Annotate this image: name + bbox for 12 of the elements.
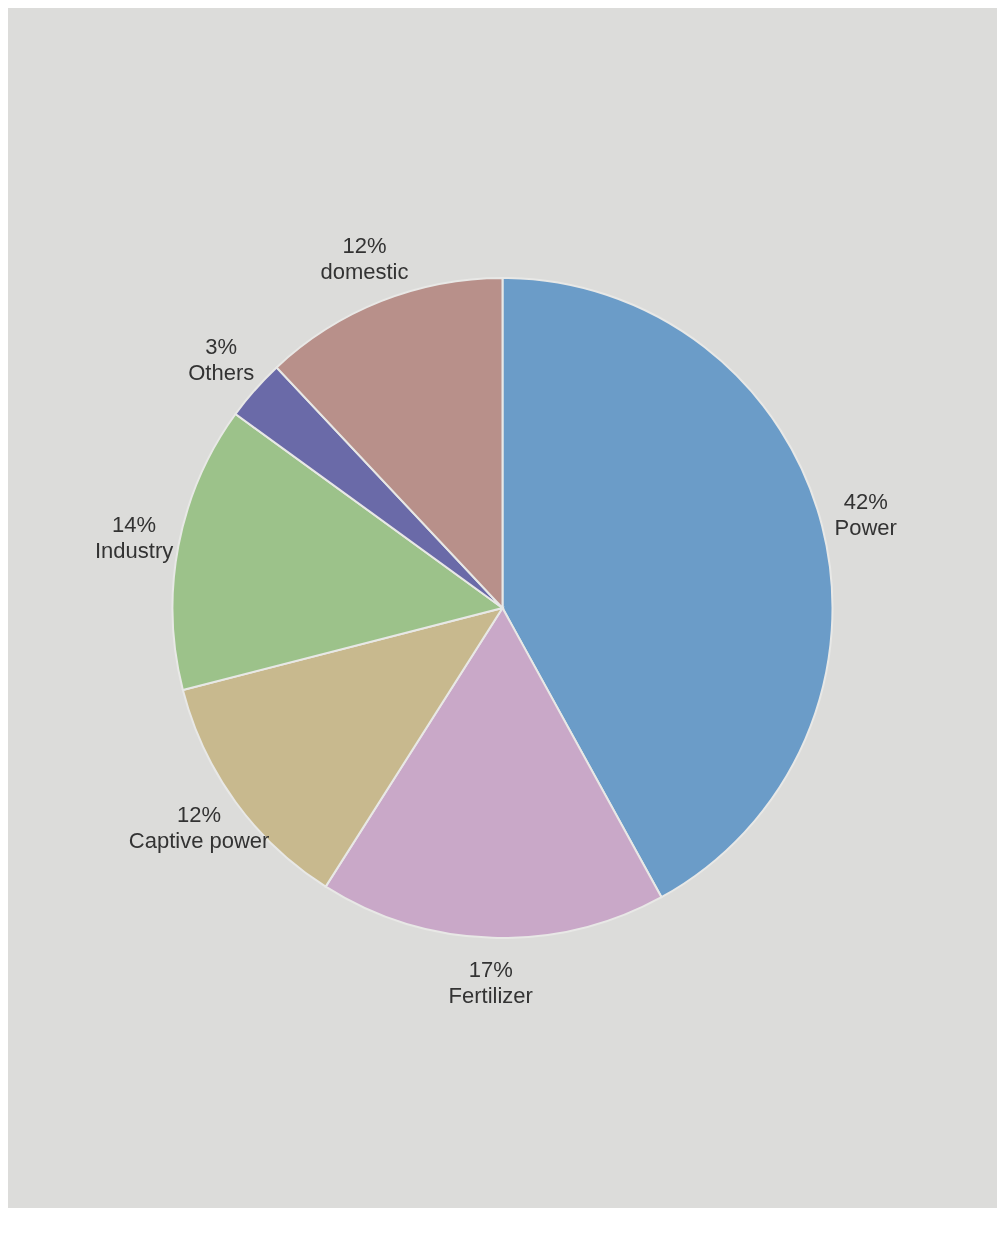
slice-label: Others xyxy=(188,360,255,386)
slice-label: Fertilizer xyxy=(448,982,533,1008)
data-label: 12% xyxy=(177,802,222,828)
slice-label: Industry xyxy=(95,537,174,563)
data-label: 42% xyxy=(843,488,888,514)
slice-label: Power xyxy=(834,514,897,540)
slice-label: Captive power xyxy=(128,828,270,854)
data-label: 12% xyxy=(342,233,387,259)
data-label: 3% xyxy=(205,334,238,360)
data-label: 14% xyxy=(112,511,157,537)
data-label: 17% xyxy=(468,956,513,982)
slice-label: domestic xyxy=(320,259,409,285)
